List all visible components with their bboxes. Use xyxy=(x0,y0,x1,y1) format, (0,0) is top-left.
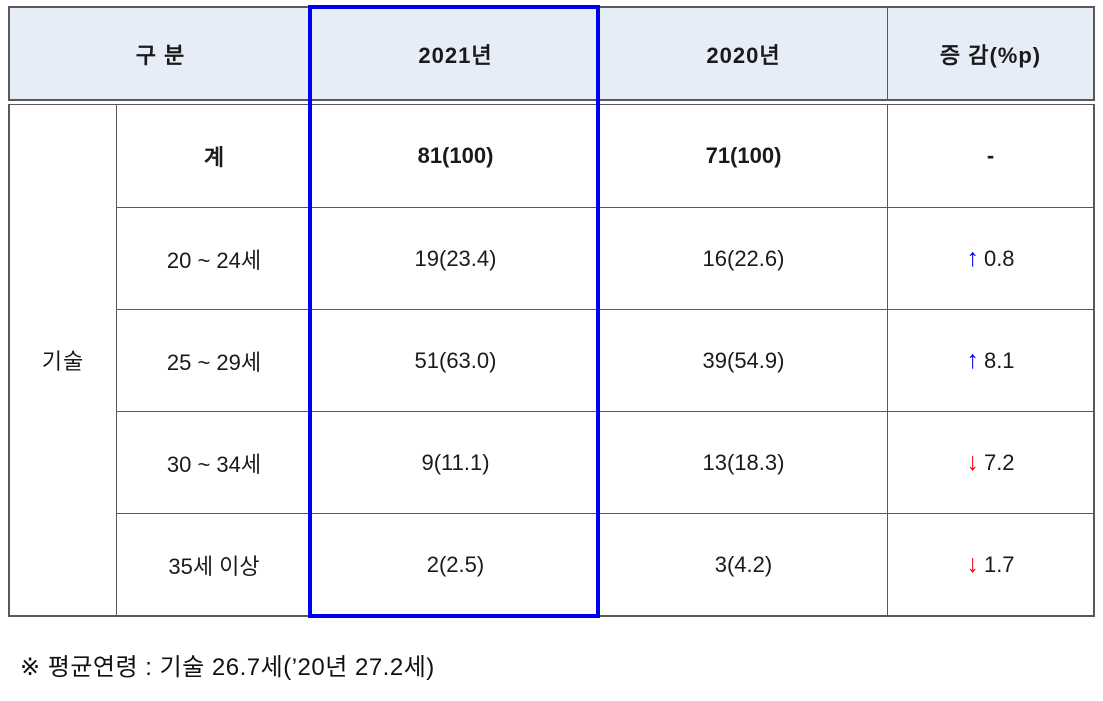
age-distribution-table: 구 분 2021년 2020년 증 감(%p) 기술 계 81(100) 71(… xyxy=(8,5,1095,618)
row-label: 계 xyxy=(117,105,312,207)
diff-value: 1.7 xyxy=(983,551,1015,577)
diff-value: 8.1 xyxy=(983,347,1015,373)
value-2020: 39(54.9) xyxy=(600,309,888,411)
row-label: 35세 이상 xyxy=(117,513,312,615)
diff-value: 7.2 xyxy=(983,449,1015,475)
down-arrow-icon: ↓ xyxy=(966,448,979,476)
diff-cell: ↑ 8.1 xyxy=(888,309,1093,411)
value-2020: 16(22.6) xyxy=(600,207,888,309)
header-cell-2021: 2021년 xyxy=(312,8,600,99)
value-2021: 81(100) xyxy=(312,105,600,207)
value-2020: 71(100) xyxy=(600,105,888,207)
diff-cell: ↓ 7.2 xyxy=(888,411,1093,513)
down-arrow-icon: ↓ xyxy=(966,550,979,578)
header-cell-diff: 증 감(%p) xyxy=(939,42,1042,68)
value-2021: 9(11.1) xyxy=(312,411,600,513)
value-2020: 13(18.3) xyxy=(600,411,888,513)
diff-cell: ↑ 0.8 xyxy=(888,207,1093,309)
footnote-average-age: ※ 평균연령 : 기술 26.7세(’20년 27.2세) xyxy=(20,654,435,681)
row-label: 20 ~ 24세 xyxy=(117,207,312,309)
diff-value: - xyxy=(986,143,995,168)
diff-value: 0.8 xyxy=(983,245,1015,271)
diff-cell: ↓ 1.7 xyxy=(888,513,1093,615)
row-group-label: 기술 xyxy=(10,105,117,615)
row-label: 30 ~ 34세 xyxy=(117,411,312,513)
diff-cell: - xyxy=(888,105,1093,207)
header-cell-category: 구 분 xyxy=(10,8,312,99)
header-cell-2020: 2020년 xyxy=(600,8,888,99)
table-body: 기술 계 81(100) 71(100) - 20 ~ 24세 19(23.4)… xyxy=(8,104,1095,617)
value-2021: 51(63.0) xyxy=(312,309,600,411)
row-label: 25 ~ 29세 xyxy=(117,309,312,411)
value-2020: 3(4.2) xyxy=(600,513,888,615)
value-2021: 19(23.4) xyxy=(312,207,600,309)
table-header-row: 구 분 2021년 2020년 증 감(%p) xyxy=(8,6,1095,101)
up-arrow-icon: ↑ xyxy=(966,244,979,272)
value-2021: 2(2.5) xyxy=(312,513,600,615)
up-arrow-icon: ↑ xyxy=(966,346,979,374)
